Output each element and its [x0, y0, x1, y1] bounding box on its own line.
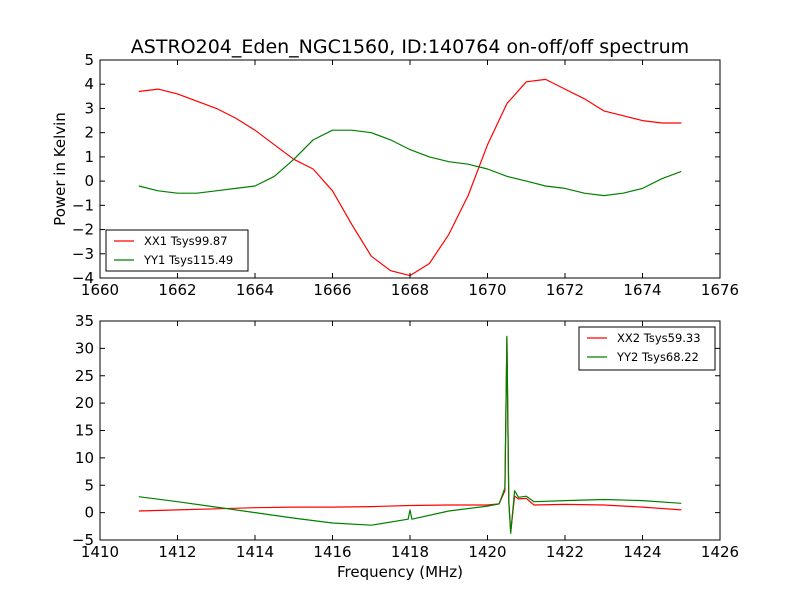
legend-entry: YY2 Tsys68.22 [616, 350, 699, 364]
legend-entry: XX2 Tsys59.33 [617, 331, 701, 345]
x-tick-label: 1664 [236, 281, 274, 299]
y-tick-label: 30 [75, 339, 94, 357]
y-tick-label: −5 [72, 531, 94, 549]
y-tick-label: 5 [84, 476, 94, 494]
legend-box [105, 229, 249, 272]
y-tick-label: 0 [84, 172, 94, 190]
legend: XX2 Tsys59.33 YY2 Tsys68.22 [578, 326, 716, 371]
y-tick-label: 4 [84, 75, 94, 93]
x-tick-label: 1422 [546, 543, 584, 561]
series-line-xx2 [138, 336, 682, 533]
legend-box [578, 326, 716, 371]
x-tick-label: 1676 [701, 281, 739, 299]
y-tick-label: 5 [84, 51, 94, 69]
x-tick-label: 1662 [158, 281, 196, 299]
x-tick-label: 1426 [701, 543, 739, 561]
y-tick-label: −2 [72, 221, 94, 239]
y-tick-label: 10 [75, 449, 94, 467]
y-tick-label: 20 [75, 394, 94, 412]
x-tick-label: 1418 [391, 543, 429, 561]
x-tick-label: 1672 [546, 281, 584, 299]
x-tick-label: 1412 [158, 543, 196, 561]
legend: XX1 Tsys99.87 YY1 Tsys115.49 [105, 229, 249, 272]
x-tick-label: 1666 [313, 281, 351, 299]
top-spectrum-panel: 1660 1662 1664 1666 1668 1670 1672 1674 1676 −4 −3… [51, 51, 739, 299]
y-tick-label: −4 [72, 269, 94, 287]
y-axis-label: Power in Kelvin [51, 112, 69, 226]
figure-title: ASTRO204_Eden_NGC1560, ID:140764 on-off/… [131, 36, 689, 58]
x-tick-label: 1410 [81, 543, 119, 561]
y-tick-label: 25 [75, 367, 94, 385]
y-tick-label: 1 [84, 148, 94, 166]
series-line-yy2 [138, 335, 682, 535]
x-tick-label: 1416 [313, 543, 351, 561]
y-tick-label: −1 [72, 196, 94, 214]
y-tick-label: 35 [75, 312, 94, 330]
x-tick-label: 1670 [468, 281, 506, 299]
legend-entry: YY1 Tsys115.49 [143, 253, 233, 267]
y-tick-label: 3 [84, 99, 94, 117]
y-tick-label: −3 [72, 245, 94, 263]
legend-entry: XX1 Tsys99.87 [144, 234, 228, 248]
y-tick-label: 2 [84, 124, 94, 142]
x-tick-label: 1668 [391, 281, 429, 299]
x-tick-label: 1674 [623, 281, 661, 299]
y-tick-label: 0 [84, 504, 94, 522]
y-tick-label: 15 [75, 422, 94, 440]
x-tick-label: 1420 [468, 543, 506, 561]
bottom-spectrum-panel: 1410 1412 1414 1416 1418 1420 1422 1424 1426 −5 0 5… [72, 312, 739, 581]
series-line-yy1 [138, 129, 682, 197]
x-tick-label: 1424 [623, 543, 661, 561]
x-tick-label: 1414 [236, 543, 274, 561]
x-axis-label: Frequency (MHz) [337, 563, 463, 581]
x-tick-label: 1660 [81, 281, 119, 299]
